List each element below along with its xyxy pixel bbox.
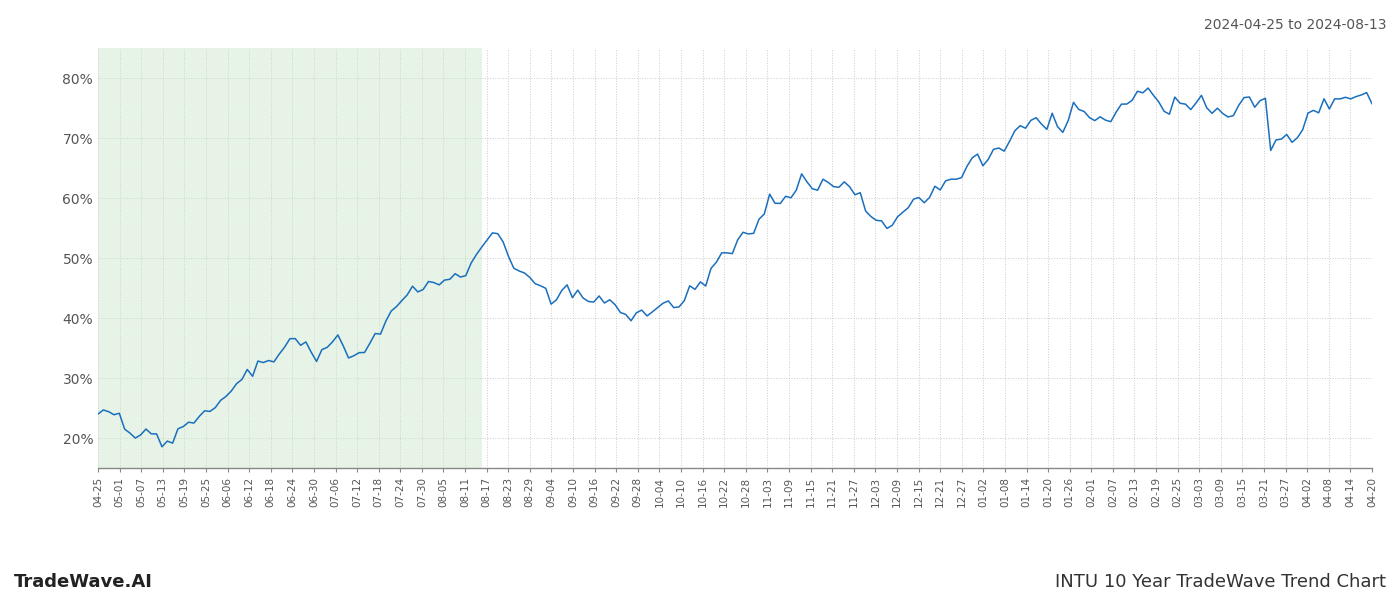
Text: TradeWave.AI: TradeWave.AI (14, 573, 153, 591)
Bar (98, 48, 482, 468)
Text: 2024-04-25 to 2024-08-13: 2024-04-25 to 2024-08-13 (1204, 18, 1386, 32)
Text: INTU 10 Year TradeWave Trend Chart: INTU 10 Year TradeWave Trend Chart (1056, 573, 1386, 591)
